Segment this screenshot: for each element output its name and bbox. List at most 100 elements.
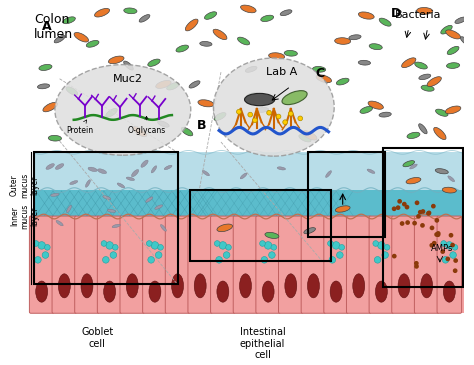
Ellipse shape (107, 209, 116, 212)
Ellipse shape (328, 241, 333, 246)
Ellipse shape (204, 12, 217, 19)
Ellipse shape (133, 127, 147, 137)
Ellipse shape (415, 200, 419, 205)
Ellipse shape (426, 211, 431, 216)
Ellipse shape (86, 41, 99, 47)
Ellipse shape (124, 61, 133, 70)
FancyBboxPatch shape (414, 216, 439, 313)
Ellipse shape (148, 257, 155, 263)
Ellipse shape (149, 281, 161, 302)
Ellipse shape (283, 120, 288, 124)
Ellipse shape (112, 245, 118, 250)
Ellipse shape (216, 257, 222, 263)
Ellipse shape (260, 241, 265, 246)
Ellipse shape (337, 78, 349, 85)
Ellipse shape (43, 102, 57, 112)
FancyBboxPatch shape (301, 216, 326, 313)
Ellipse shape (436, 233, 440, 237)
Ellipse shape (117, 183, 125, 188)
Ellipse shape (200, 42, 212, 46)
Ellipse shape (261, 257, 268, 263)
Ellipse shape (102, 257, 109, 263)
Ellipse shape (429, 243, 434, 248)
Ellipse shape (54, 35, 65, 43)
Ellipse shape (226, 245, 231, 250)
Ellipse shape (269, 53, 284, 59)
Ellipse shape (261, 15, 273, 22)
FancyBboxPatch shape (437, 216, 462, 313)
Ellipse shape (42, 252, 49, 258)
Ellipse shape (185, 19, 198, 31)
Ellipse shape (246, 93, 260, 99)
Ellipse shape (374, 257, 381, 263)
Ellipse shape (36, 281, 48, 302)
Ellipse shape (446, 106, 461, 114)
Ellipse shape (353, 274, 365, 298)
Ellipse shape (219, 242, 227, 249)
Ellipse shape (316, 75, 331, 83)
Ellipse shape (419, 124, 427, 134)
Ellipse shape (253, 118, 257, 123)
Ellipse shape (155, 252, 162, 258)
Ellipse shape (402, 202, 407, 207)
Ellipse shape (308, 274, 319, 298)
Ellipse shape (379, 112, 391, 117)
Ellipse shape (427, 211, 431, 215)
Ellipse shape (367, 169, 375, 173)
FancyBboxPatch shape (97, 216, 122, 313)
Ellipse shape (435, 218, 439, 223)
Ellipse shape (139, 15, 150, 22)
Text: Colon
lumen: Colon lumen (34, 13, 73, 41)
Ellipse shape (237, 110, 241, 114)
Ellipse shape (441, 241, 447, 246)
Text: Outer
mucus
layer: Outer mucus layer (10, 173, 40, 198)
Ellipse shape (176, 45, 189, 52)
FancyBboxPatch shape (188, 216, 212, 313)
Ellipse shape (330, 281, 342, 302)
Ellipse shape (369, 44, 382, 50)
FancyBboxPatch shape (279, 216, 303, 313)
Ellipse shape (450, 243, 455, 247)
Ellipse shape (443, 281, 456, 302)
Ellipse shape (446, 242, 453, 249)
Ellipse shape (396, 205, 401, 210)
Ellipse shape (312, 66, 326, 72)
Ellipse shape (421, 85, 434, 91)
FancyBboxPatch shape (29, 216, 54, 313)
Ellipse shape (453, 258, 458, 263)
Ellipse shape (420, 223, 425, 228)
Ellipse shape (304, 228, 316, 234)
Ellipse shape (155, 80, 171, 88)
FancyBboxPatch shape (165, 216, 190, 313)
Ellipse shape (158, 245, 164, 250)
Bar (34, 216, 465, 313)
Ellipse shape (405, 220, 410, 225)
Text: Lab A: Lab A (266, 68, 297, 77)
Ellipse shape (131, 169, 139, 177)
FancyBboxPatch shape (120, 216, 145, 313)
FancyBboxPatch shape (324, 216, 348, 313)
Ellipse shape (429, 226, 434, 230)
Ellipse shape (392, 254, 397, 258)
FancyBboxPatch shape (210, 216, 235, 313)
Ellipse shape (289, 111, 293, 116)
Ellipse shape (223, 252, 230, 258)
Ellipse shape (276, 114, 281, 119)
Bar (34, 190, 465, 216)
Text: O-glycans: O-glycans (128, 116, 166, 135)
Ellipse shape (81, 274, 93, 298)
Ellipse shape (434, 232, 439, 237)
Ellipse shape (35, 257, 41, 263)
Ellipse shape (368, 101, 383, 109)
Text: D: D (391, 7, 401, 20)
Ellipse shape (450, 252, 456, 258)
Ellipse shape (239, 274, 252, 298)
Ellipse shape (189, 81, 200, 88)
Text: Goblet
cell: Goblet cell (81, 327, 113, 349)
Ellipse shape (88, 167, 97, 172)
Ellipse shape (447, 63, 460, 68)
Ellipse shape (94, 8, 109, 17)
Ellipse shape (245, 93, 275, 105)
Ellipse shape (441, 26, 452, 34)
Ellipse shape (442, 257, 449, 263)
